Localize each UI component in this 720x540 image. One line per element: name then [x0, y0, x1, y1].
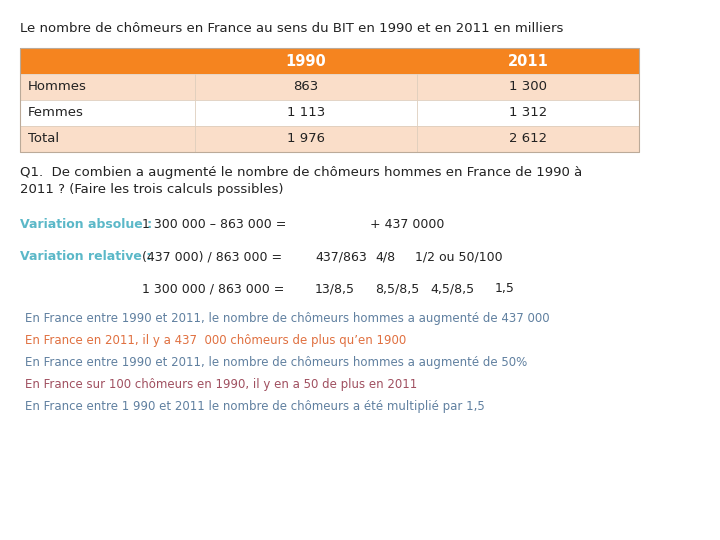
Text: 4,5/8,5: 4,5/8,5: [430, 282, 474, 295]
Text: 1 976: 1 976: [287, 132, 325, 145]
Text: 2 612: 2 612: [509, 132, 547, 145]
Bar: [20, 74, 195, 100]
Text: 1 300 000 / 863 000 =: 1 300 000 / 863 000 =: [142, 282, 284, 295]
Text: 863: 863: [293, 80, 319, 93]
Text: 437/863: 437/863: [315, 250, 366, 263]
Text: 2011 ? (Faire les trois calculs possibles): 2011 ? (Faire les trois calculs possible…: [20, 183, 284, 196]
Text: 1 312: 1 312: [509, 106, 547, 119]
Text: 1990: 1990: [286, 53, 326, 69]
Text: 2011: 2011: [508, 53, 549, 69]
Text: 8,5/8,5: 8,5/8,5: [375, 282, 419, 295]
Bar: [417, 74, 639, 100]
Text: 1/2 ou 50/100: 1/2 ou 50/100: [415, 250, 503, 263]
Text: Variation relative :: Variation relative :: [20, 250, 151, 263]
Bar: [417, 100, 639, 126]
Text: Total: Total: [28, 132, 59, 145]
Text: Variation absolue :: Variation absolue :: [20, 218, 152, 231]
Text: Hommes: Hommes: [28, 80, 87, 93]
Text: 1 300 000 – 863 000 =: 1 300 000 – 863 000 =: [142, 218, 287, 231]
Bar: [195, 74, 417, 100]
Bar: [20, 100, 195, 126]
Text: En France sur 100 chômeurs en 1990, il y en a 50 de plus en 2011: En France sur 100 chômeurs en 1990, il y…: [25, 378, 418, 391]
Text: En France entre 1990 et 2011, le nombre de chômeurs hommes a augmenté de 50%: En France entre 1990 et 2011, le nombre …: [25, 356, 527, 369]
Bar: [20, 48, 195, 74]
Bar: [20, 126, 195, 152]
Bar: [417, 126, 639, 152]
Text: Le nombre de chômeurs en France au sens du BIT en 1990 et en 2011 en milliers: Le nombre de chômeurs en France au sens …: [20, 22, 563, 35]
Text: + 437 0000: + 437 0000: [370, 218, 444, 231]
Bar: [417, 48, 639, 74]
Text: En France entre 1990 et 2011, le nombre de chômeurs hommes a augmenté de 437 000: En France entre 1990 et 2011, le nombre …: [25, 312, 549, 325]
Text: 1 300: 1 300: [509, 80, 547, 93]
Text: En France entre 1 990 et 2011 le nombre de chômeurs a été multiplié par 1,5: En France entre 1 990 et 2011 le nombre …: [25, 400, 485, 413]
Text: Femmes: Femmes: [28, 106, 84, 119]
Text: Q1.  De combien a augmenté le nombre de chômeurs hommes en France de 1990 à: Q1. De combien a augmenté le nombre de c…: [20, 166, 582, 179]
Text: (437 000) / 863 000 =: (437 000) / 863 000 =: [142, 250, 282, 263]
Text: 13/8,5: 13/8,5: [315, 282, 355, 295]
Bar: [195, 126, 417, 152]
Text: 4/8: 4/8: [375, 250, 395, 263]
Text: En France en 2011, il y a 437  000 chômeurs de plus qu’en 1900: En France en 2011, il y a 437 000 chômeu…: [25, 334, 406, 347]
Text: 1 113: 1 113: [287, 106, 325, 119]
Bar: [20, 48, 639, 152]
Bar: [195, 100, 417, 126]
Text: 1,5: 1,5: [495, 282, 515, 295]
Bar: [195, 48, 417, 74]
